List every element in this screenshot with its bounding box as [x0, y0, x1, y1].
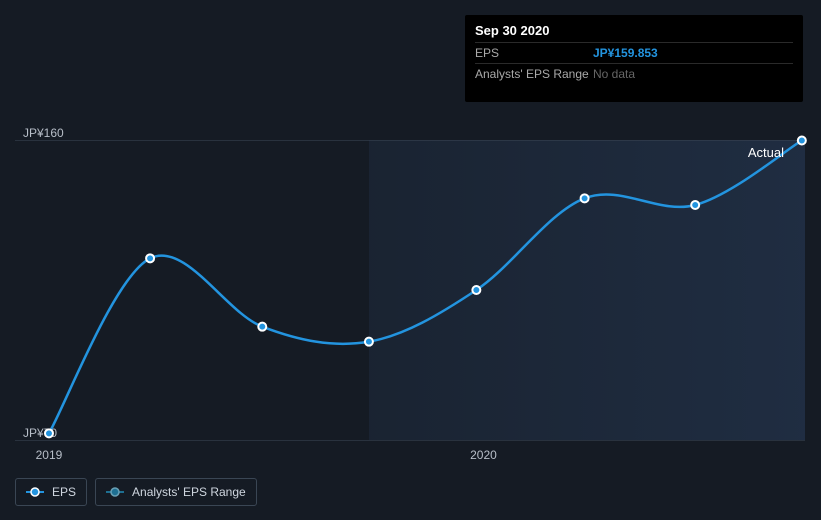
series-point-eps[interactable] [146, 254, 154, 262]
legend-swatch [106, 487, 124, 497]
series-point-eps[interactable] [798, 136, 806, 144]
y-axis-label: JP¥160 [23, 126, 64, 140]
series-point-eps[interactable] [45, 429, 53, 437]
gridline [15, 440, 805, 441]
actual-label: Actual [748, 145, 784, 160]
x-axis-label: 2019 [36, 448, 63, 462]
tooltip-row: Analysts' EPS RangeNo data [475, 63, 793, 84]
series-point-eps[interactable] [472, 286, 480, 294]
series-point-eps[interactable] [581, 194, 589, 202]
legend-item-eps[interactable]: EPS [15, 478, 87, 506]
legend-item-label: EPS [52, 485, 76, 499]
series-point-eps[interactable] [691, 201, 699, 209]
tooltip-row-label: EPS [475, 46, 593, 60]
legend-item-eps_range[interactable]: Analysts' EPS Range [95, 478, 257, 506]
series-point-eps[interactable] [365, 338, 373, 346]
tooltip-date: Sep 30 2020 [475, 23, 793, 38]
tooltip-row-label: Analysts' EPS Range [475, 67, 593, 81]
chart-svg [15, 140, 805, 440]
x-axis-label: 2020 [470, 448, 497, 462]
tooltip-row-value: No data [593, 67, 793, 81]
chart-tooltip: Sep 30 2020 EPSJP¥159.853Analysts' EPS R… [465, 15, 803, 102]
chart-legend: EPS Analysts' EPS Range [15, 478, 257, 506]
chart-plot[interactable]: Actual [15, 140, 805, 440]
series-point-eps[interactable] [258, 323, 266, 331]
legend-item-label: Analysts' EPS Range [132, 485, 246, 499]
tooltip-row-value: JP¥159.853 [593, 46, 793, 60]
series-line-eps [49, 140, 802, 433]
legend-swatch [26, 487, 44, 497]
tooltip-row: EPSJP¥159.853 [475, 42, 793, 63]
chart-container: Sep 30 2020 EPSJP¥159.853Analysts' EPS R… [0, 0, 821, 520]
